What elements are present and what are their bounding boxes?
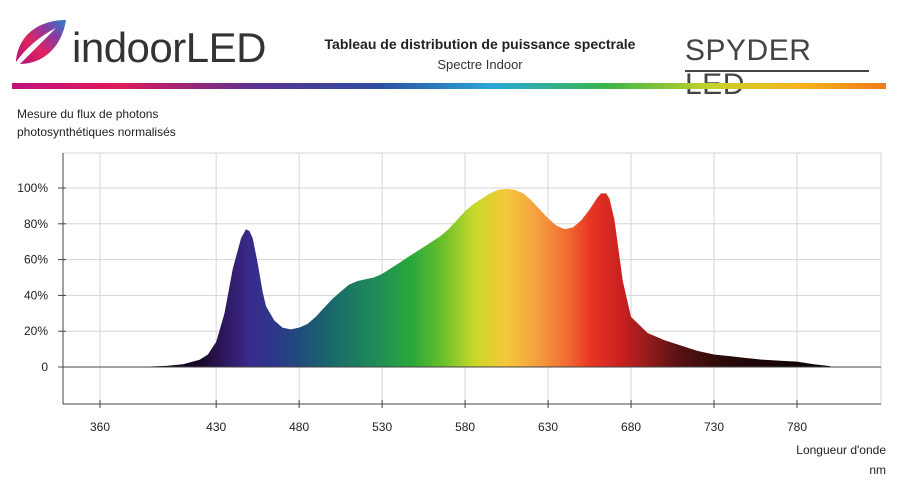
chart-subtitle: Spectre Indoor [437, 57, 523, 72]
x-tick-label: 530 [372, 420, 392, 434]
chart-axes [58, 153, 881, 408]
x-tick-label: 580 [455, 420, 475, 434]
x-tick-label: 630 [538, 420, 558, 434]
leaf-icon [16, 20, 66, 64]
chart-title: Tableau de distribution de puissance spe… [324, 36, 636, 52]
x-tick-labels: 360 430 480 530 580 630 680 730 780 [90, 420, 807, 434]
header: indoorLED Tableau de distribution de pui… [0, 0, 898, 101]
y-tick-labels: 0 20% 40% 60% 80% 100% [17, 181, 48, 374]
y-tick-label: 20% [24, 324, 48, 338]
x-tick-label: 360 [90, 420, 110, 434]
y-axis-label: Mesure du flux de photons photosynthétiq… [17, 105, 176, 141]
brand-indoor-text: indoor [72, 24, 186, 71]
x-axis-label: Longueur d'onde nm [796, 440, 886, 480]
y-tick-label: 80% [24, 217, 48, 231]
x-tick-label: 430 [206, 420, 226, 434]
brand-name: indoorLED [72, 26, 266, 70]
spectrum-series [133, 188, 831, 367]
y-tick-label: 100% [17, 181, 48, 195]
y-tick-label: 40% [24, 288, 48, 302]
y-axis-label-line-1: Mesure du flux de photons [17, 107, 159, 121]
title-block: Tableau de distribution de puissance spe… [300, 36, 660, 73]
x-axis-title: Longueur d'onde [796, 443, 886, 457]
x-tick-label: 680 [621, 420, 641, 434]
indoor-led-logo: indoorLED [10, 12, 280, 74]
x-tick-label: 730 [704, 420, 724, 434]
x-axis-unit: nm [869, 463, 886, 477]
spyder-underline [685, 70, 869, 72]
x-tick-label: 480 [289, 420, 309, 434]
brand-led-text: LED [185, 24, 267, 71]
y-tick-label: 60% [24, 253, 48, 267]
spectrum-area [133, 188, 831, 367]
y-tick-label: 0 [41, 360, 48, 374]
rainbow-divider [12, 83, 886, 89]
x-tick-label: 780 [787, 420, 807, 434]
y-axis-label-line-2: photosynthétiques normalisés [17, 125, 176, 139]
